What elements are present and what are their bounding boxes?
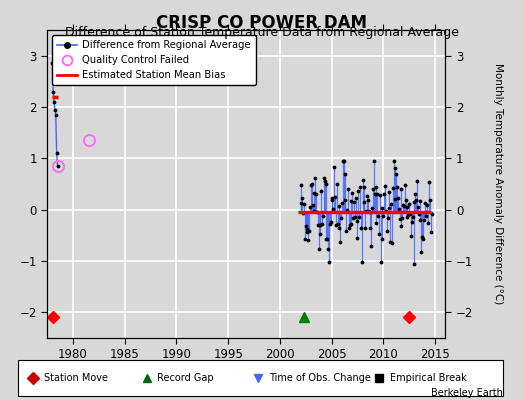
- Text: Berkeley Earth: Berkeley Earth: [431, 388, 503, 398]
- Text: CRISP CO POWER DAM: CRISP CO POWER DAM: [157, 14, 367, 32]
- Text: Record Gap: Record Gap: [157, 373, 214, 383]
- Text: Station Move: Station Move: [43, 373, 107, 383]
- Y-axis label: Monthly Temperature Anomaly Difference (°C): Monthly Temperature Anomaly Difference (…: [493, 63, 503, 305]
- FancyBboxPatch shape: [18, 360, 503, 396]
- Text: Empirical Break: Empirical Break: [390, 373, 467, 383]
- Text: Time of Obs. Change: Time of Obs. Change: [269, 373, 371, 383]
- Text: Difference of Station Temperature Data from Regional Average: Difference of Station Temperature Data f…: [65, 26, 459, 39]
- Legend: Difference from Regional Average, Quality Control Failed, Estimated Station Mean: Difference from Regional Average, Qualit…: [52, 35, 256, 85]
